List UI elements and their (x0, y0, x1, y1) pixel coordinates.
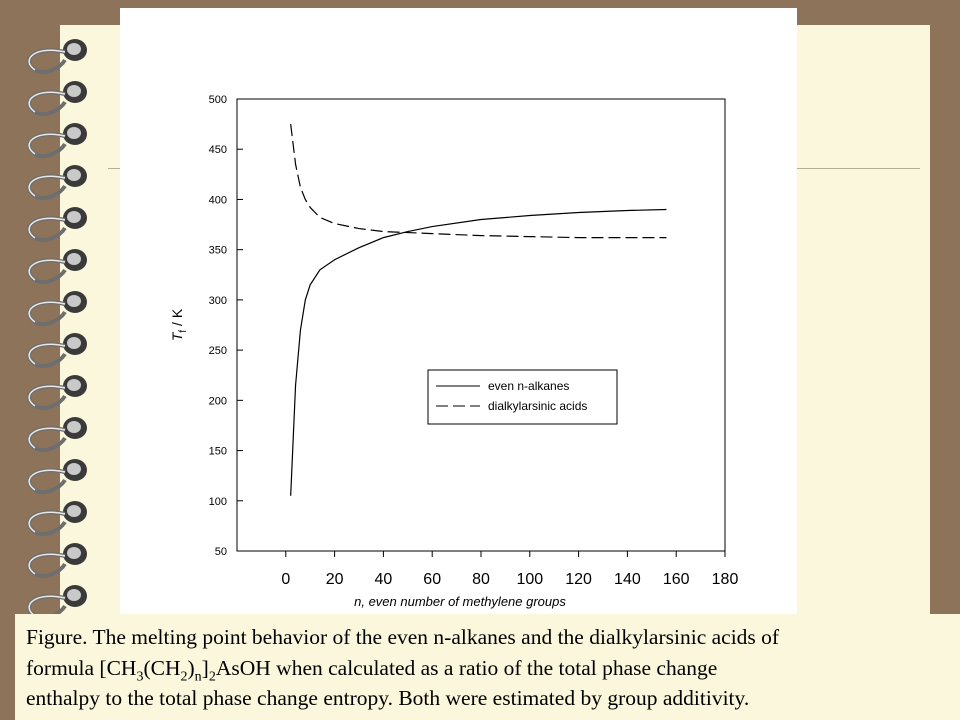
y-label-subscript: f (178, 330, 189, 333)
y-axis-label: Tf / K (169, 308, 189, 341)
y-tick-label: 200 (209, 395, 227, 407)
y-tick-label: 100 (209, 496, 227, 508)
legend-label: dialkylarsinic acids (488, 399, 587, 413)
caption-subscript: n (194, 668, 202, 684)
spiral-binding (27, 37, 89, 621)
y-label-unit: / K (169, 308, 185, 330)
x-axis-label: n, even number of methylene groups (354, 594, 566, 609)
caption: Figure. The melting point behavior of th… (15, 614, 960, 720)
y-tick-label: 250 (209, 345, 227, 357)
caption-text: ] (201, 655, 209, 680)
y-tick-label: 450 (209, 144, 227, 156)
legend-label: even n-alkanes (488, 379, 569, 393)
figure-image (120, 8, 797, 614)
x-tick-label: 180 (712, 571, 739, 588)
caption-subscript: 2 (180, 668, 188, 684)
caption-subscript: 3 (136, 668, 144, 684)
caption-text: (CH (143, 655, 181, 680)
caption-text: ) (187, 655, 195, 680)
legend-box (427, 369, 618, 425)
caption-text: formula [CH (26, 655, 137, 680)
x-tick-label: 0 (281, 571, 290, 588)
x-tick-label: 60 (423, 571, 441, 588)
x-tick-label: 160 (663, 571, 690, 588)
caption-text: Figure. The melting point behavior of th… (26, 625, 780, 649)
x-tick-label: 100 (516, 571, 543, 588)
legend: even n-alkanes dialkylarsinic acids (427, 369, 618, 425)
x-tick-label: 120 (565, 571, 592, 588)
y-tick-label: 350 (209, 245, 227, 257)
x-tick-label: 140 (614, 571, 641, 588)
caption-text: enthalpy to the total phase change entro… (26, 686, 750, 710)
series-line (290, 124, 667, 239)
y-tick-label: 400 (209, 194, 227, 206)
series-line (290, 208, 667, 496)
y-label-symbol: T (169, 331, 185, 341)
x-tick-label: 80 (472, 571, 490, 588)
y-tick-label: 50 (215, 546, 227, 558)
caption-subscript: 2 (208, 668, 216, 684)
caption-text: AsOH when calculated as a ratio of the t… (215, 655, 718, 680)
x-tick-label: 40 (375, 571, 393, 588)
y-tick-label: 150 (209, 446, 227, 458)
y-tick-label: 300 (209, 295, 227, 307)
y-tick-label: 500 (209, 94, 227, 106)
x-tick-label: 20 (326, 571, 344, 588)
